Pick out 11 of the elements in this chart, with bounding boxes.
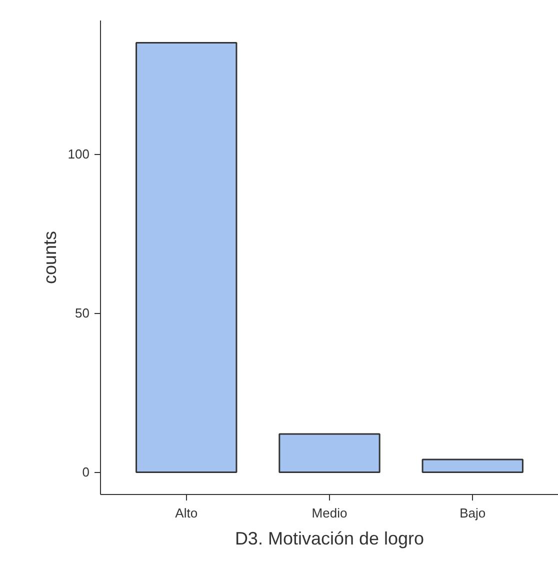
- y-tick-label: 100: [68, 146, 90, 162]
- x-tick-label: Bajo: [460, 506, 486, 520]
- x-tick-label: Alto: [175, 506, 198, 520]
- bar: [136, 42, 238, 473]
- x-tick-label: Medio: [312, 506, 348, 520]
- bar: [278, 433, 380, 473]
- y-tick-label: 0: [82, 464, 90, 480]
- bar: [422, 458, 524, 473]
- y-axis-title: counts: [40, 230, 60, 284]
- x-axis-title: D3. Motivación de logro: [234, 528, 424, 548]
- y-tick-label: 50: [75, 306, 90, 321]
